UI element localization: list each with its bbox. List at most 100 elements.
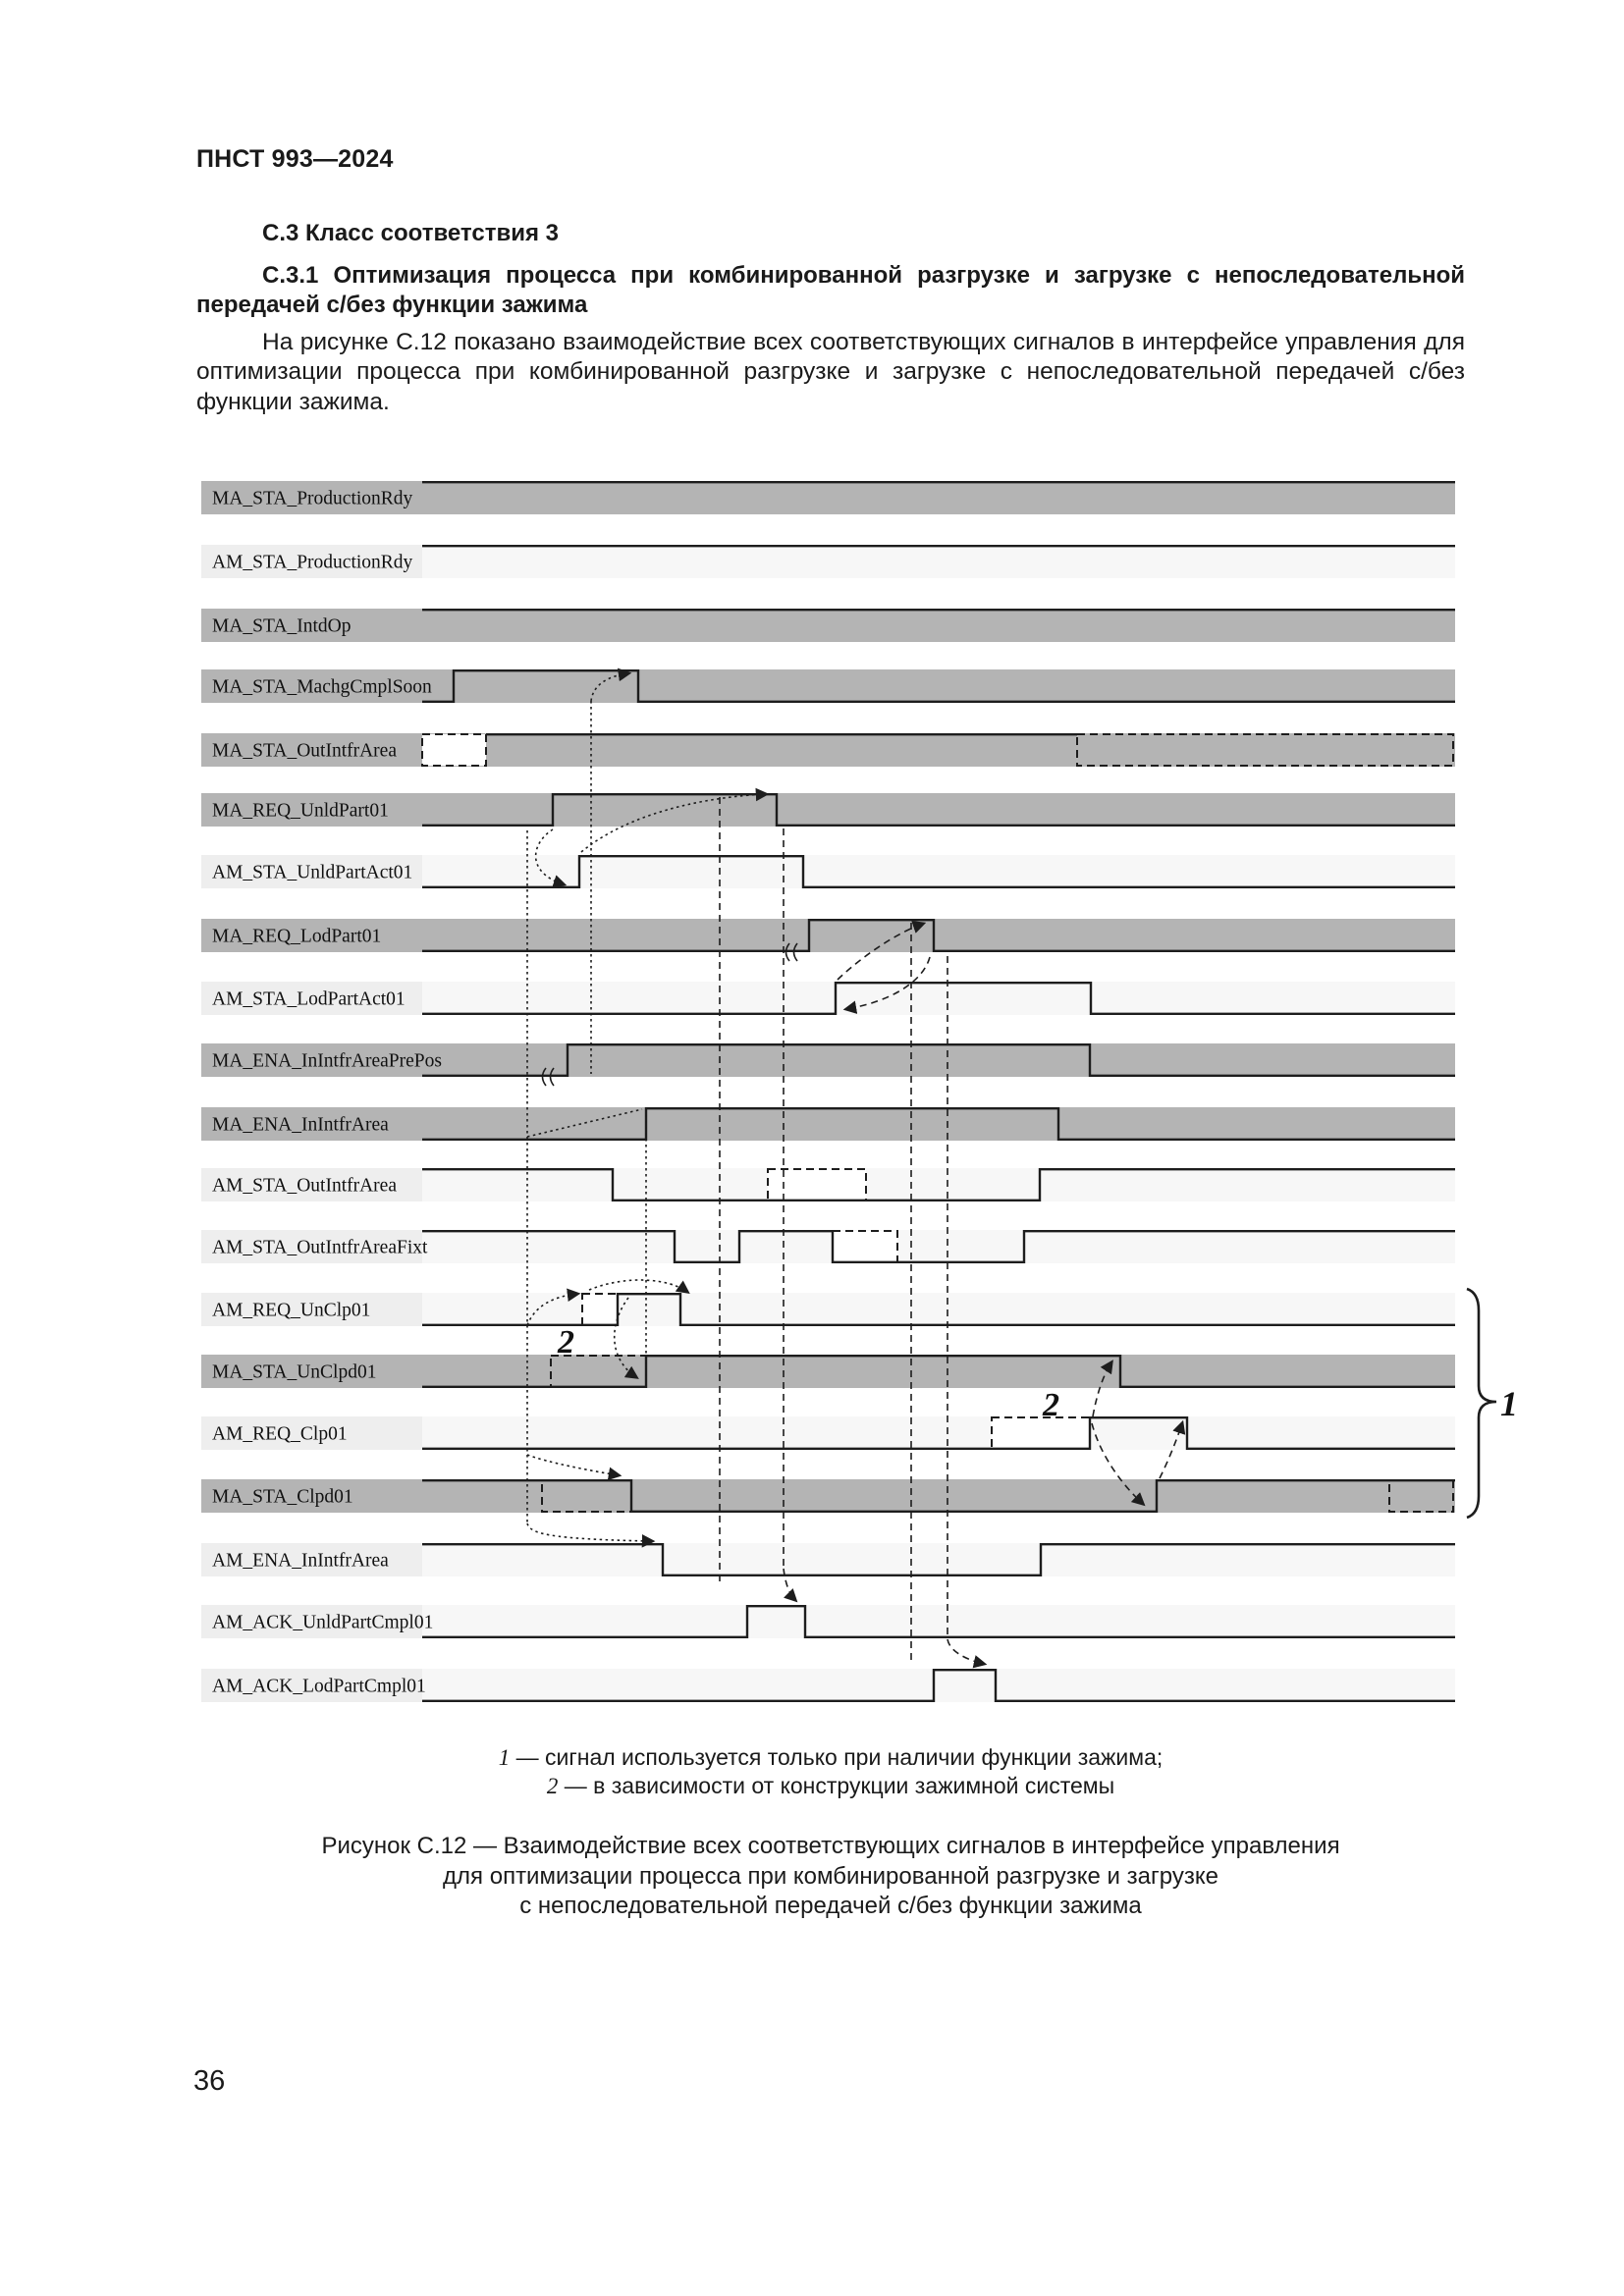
signal-waveform (422, 1669, 1455, 1702)
brace (1466, 1287, 1497, 1520)
signal-row: AM_ACK_UnldPartCmpl01 (201, 1605, 1455, 1638)
signal-label: MA_STA_Clpd01 (212, 1487, 353, 1508)
relation-arrow (526, 1454, 623, 1481)
relation-arrow (1091, 1422, 1146, 1507)
signal-row: AM_ENA_InIntfrArea (201, 1543, 1455, 1576)
uncertain-state-box (421, 733, 487, 767)
signal-row: AM_STA_ProductionRdy (201, 545, 1455, 578)
signal-row: MA_STA_OutIntfrArea (201, 733, 1455, 767)
footnotes: 1 — сигнал используется только при налич… (196, 1743, 1465, 1800)
signal-waveform (422, 1605, 1455, 1638)
caption-line: для оптимизации процесса при комбинирова… (443, 1862, 1218, 1890)
relation-arrow (1092, 1360, 1113, 1417)
relation-arrow (842, 956, 931, 1014)
line-break-mark (541, 1067, 555, 1087)
signal-label: MA_STA_OutIntfrArea (212, 741, 397, 762)
signal-label: AM_ENA_InIntfrArea (212, 1551, 389, 1572)
relation-arrow (1159, 1419, 1186, 1479)
signal-row: AM_REQ_Clp01 (201, 1416, 1455, 1450)
signal-row: MA_STA_UnClpd01 (201, 1355, 1455, 1388)
subsection-heading: С.3.1 Оптимизация процесса при комбиниро… (196, 262, 1465, 318)
signal-waveform (422, 1293, 1455, 1326)
guide-line (526, 1108, 643, 1138)
signal-label: AM_ACK_UnldPartCmpl01 (212, 1613, 433, 1633)
signal-label: MA_STA_ProductionRdy (212, 489, 413, 509)
signal-label: MA_STA_IntdOp (212, 616, 351, 637)
section-heading: С.3 Класс соответствия 3 (262, 220, 559, 246)
figure-caption: Рисунок С.12 — Взаимодействие всех соотв… (196, 1832, 1465, 1922)
signal-row: AM_ACK_LodPartCmpl01 (201, 1669, 1455, 1702)
signal-label: AM_REQ_UnClp01 (212, 1301, 370, 1321)
signal-row: MA_STA_MachgCmplSoon (201, 669, 1455, 703)
uncertain-state-box (832, 1230, 898, 1263)
signal-label: MA_REQ_UnldPart01 (212, 801, 389, 822)
relation-arrow (534, 828, 568, 888)
page-header: ПНСТ 993—2024 (196, 145, 394, 173)
signal-label: AM_STA_LodPartAct01 (212, 989, 406, 1010)
signal-waveform (422, 793, 1455, 827)
signal-waveform (422, 1479, 1455, 1513)
footnote-text: — в зависимости от конструкции зажимной … (558, 1773, 1115, 1798)
signal-label: AM_ACK_LodPartCmpl01 (212, 1677, 426, 1697)
signal-label: AM_STA_OutIntfrArea (212, 1176, 397, 1197)
signal-waveform (422, 1416, 1455, 1450)
signal-row: MA_STA_IntdOp (201, 609, 1455, 642)
signal-row: MA_REQ_UnldPart01 (201, 793, 1455, 827)
signal-label: MA_STA_MachgCmplSoon (212, 677, 432, 698)
signal-label: AM_STA_ProductionRdy (212, 553, 413, 573)
brace-label: 1 (1500, 1384, 1518, 1423)
footnote-text: — сигнал используется только при наличии… (510, 1744, 1164, 1770)
uncertain-state-box (767, 1168, 867, 1201)
page-number: 36 (193, 2065, 226, 2097)
signal-label: MA_REQ_LodPart01 (212, 927, 381, 947)
callout-label: 2 (1042, 1387, 1059, 1423)
signal-label: AM_STA_OutIntfrAreaFixt (212, 1238, 428, 1258)
relation-arrow (588, 1279, 690, 1294)
signal-label: MA_STA_UnClpd01 (212, 1362, 376, 1383)
signal-label: AM_STA_UnldPartAct01 (212, 863, 412, 883)
footnote-marker: 1 (498, 1745, 511, 1770)
signal-label: MA_ENA_InIntfrAreaPrePos (212, 1051, 442, 1072)
signal-row: AM_REQ_UnClp01 (201, 1293, 1455, 1326)
signal-waveform (422, 1543, 1455, 1576)
line-break-mark (785, 942, 798, 962)
signal-label: MA_ENA_InIntfrArea (212, 1115, 389, 1136)
callout-label: 2 (557, 1324, 574, 1361)
uncertain-state-box (581, 1293, 619, 1326)
relation-arrow (783, 1568, 798, 1603)
signal-row: MA_STA_ProductionRdy (201, 481, 1455, 514)
signal-waveform (422, 1168, 1455, 1201)
uncertain-state-box (1388, 1479, 1454, 1513)
footnote-line: 2 — в зависимости от конструкции зажимно… (196, 1772, 1465, 1800)
signal-waveform (422, 1230, 1455, 1263)
body-paragraph: На рисунке С.12 показано взаимодействие … (196, 329, 1465, 415)
signal-label: AM_REQ_Clp01 (212, 1424, 348, 1445)
signal-row: MA_ENA_InIntfrArea (201, 1107, 1455, 1141)
signal-waveform (422, 982, 1455, 1015)
signal-row: MA_ENA_InIntfrAreaPrePos (201, 1043, 1455, 1087)
caption-line: с непоследовательной передачей с/без фун… (519, 1893, 1142, 1919)
signal-row: AM_STA_LodPartAct01 (201, 982, 1455, 1015)
signal-row: AM_STA_OutIntfrAreaFixt (201, 1230, 1455, 1263)
caption-line: Рисунок С.12 — Взаимодействие всех соотв… (321, 1833, 1340, 1859)
signal-row: MA_REQ_LodPart01 (201, 919, 1455, 962)
signal-row: MA_STA_Clpd01 (201, 1479, 1455, 1513)
signal-rows: MA_STA_ProductionRdy AM_STA_ProductionRdy… (201, 481, 1455, 1702)
uncertain-state-box (991, 1416, 1091, 1450)
footnote-marker: 2 (546, 1774, 559, 1798)
relation-arrow (613, 1297, 639, 1379)
signal-waveform (422, 1107, 1455, 1141)
uncertain-state-box (541, 1479, 632, 1513)
signal-waveform (422, 669, 1455, 703)
uncertain-state-box (1076, 733, 1454, 767)
signal-row: AM_STA_UnldPartAct01 (201, 855, 1455, 888)
relation-arrow (947, 1638, 988, 1669)
guide-lines (526, 667, 1186, 1669)
footnote-line: 1 — сигнал используется только при налич… (196, 1743, 1465, 1772)
relation-arrow (526, 1522, 656, 1548)
diagram-annotations: 1 2 2 (557, 1287, 1518, 1520)
signal-row: AM_STA_OutIntfrArea (201, 1168, 1455, 1201)
signal-waveform (422, 919, 1455, 952)
